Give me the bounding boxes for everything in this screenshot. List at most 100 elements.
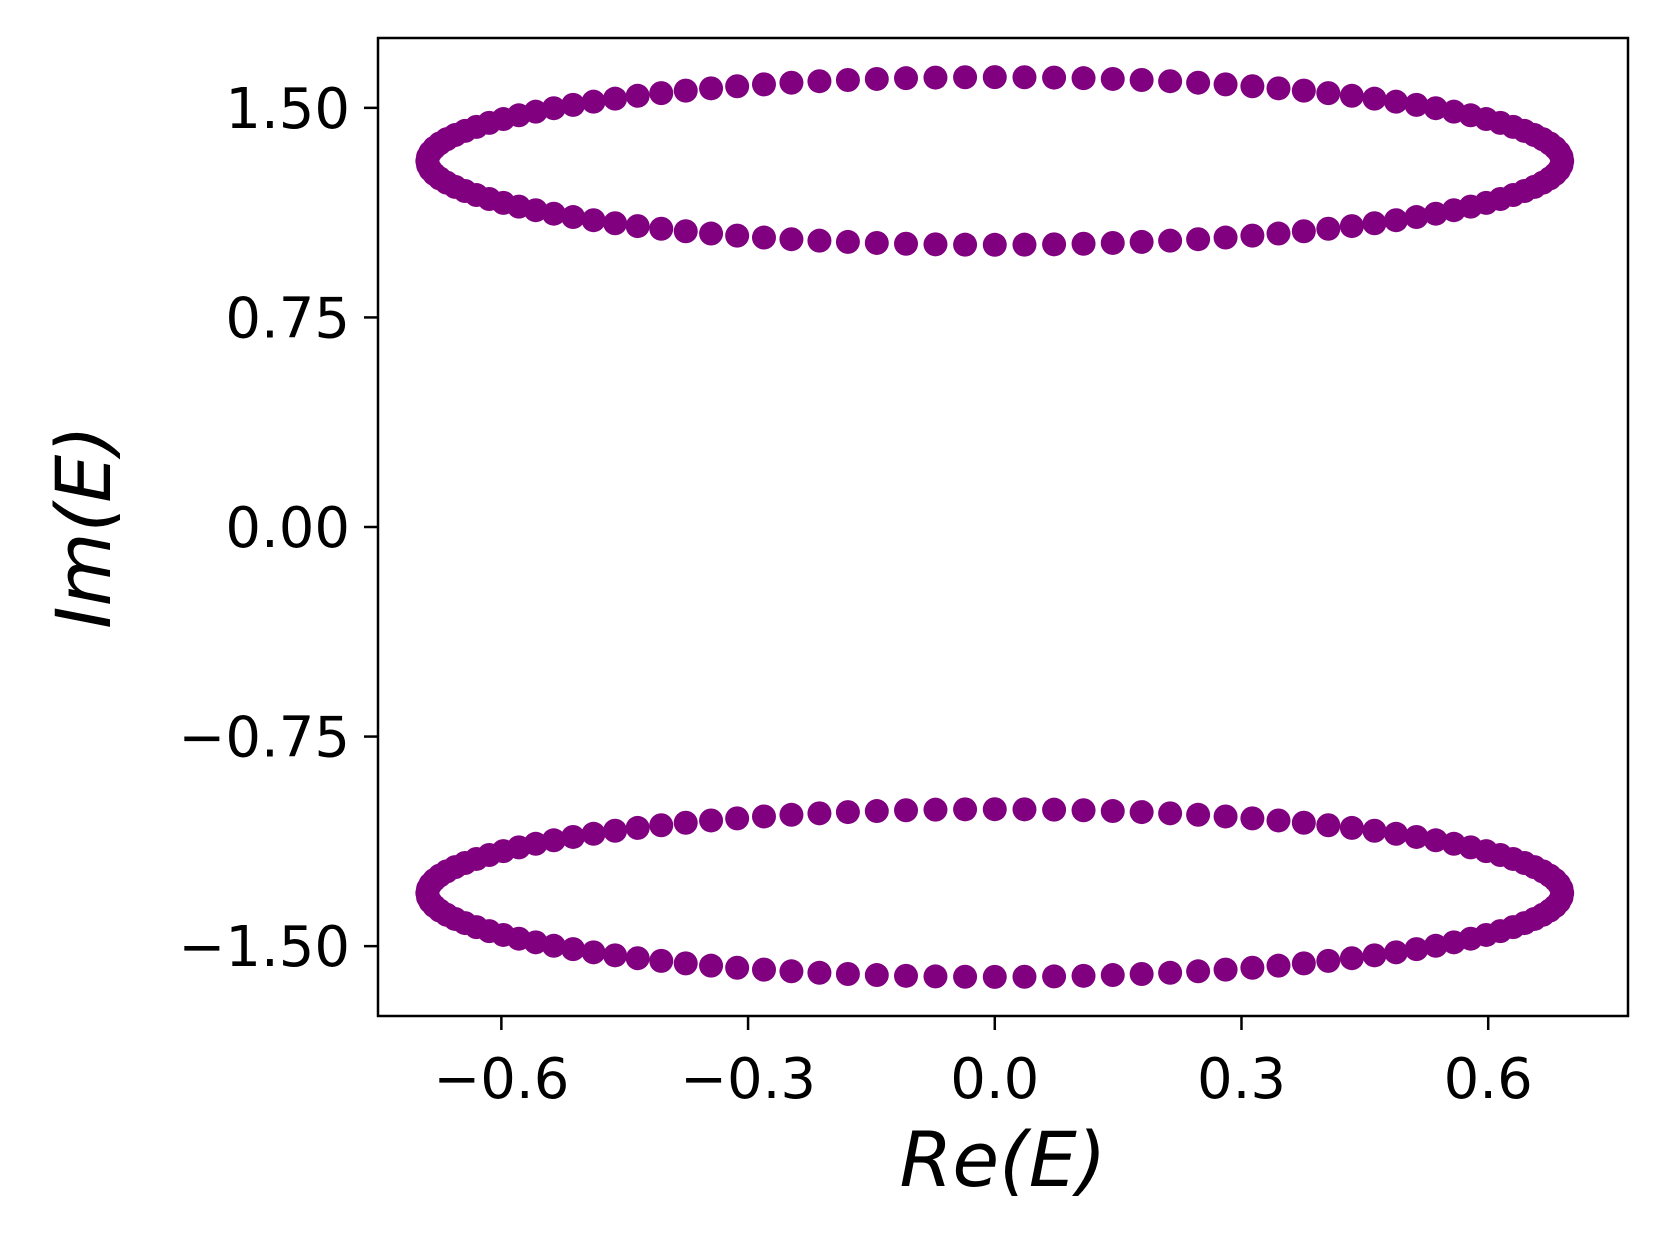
data-point bbox=[581, 208, 606, 233]
data-point bbox=[894, 798, 919, 823]
data-point bbox=[1071, 963, 1096, 988]
data-point bbox=[807, 228, 832, 253]
data-point bbox=[673, 951, 698, 976]
data-point bbox=[649, 948, 674, 973]
data-point bbox=[1240, 223, 1265, 248]
data-point bbox=[864, 963, 889, 988]
x-tick-label: 0.3 bbox=[1197, 1047, 1286, 1112]
data-point bbox=[1339, 815, 1364, 840]
data-point bbox=[523, 930, 548, 955]
data-point bbox=[699, 953, 724, 978]
data-point bbox=[649, 813, 674, 838]
data-point bbox=[1266, 76, 1291, 101]
x-tick-label: −0.6 bbox=[433, 1047, 569, 1112]
y-tick-label: −1.50 bbox=[178, 915, 350, 980]
data-points-layer bbox=[415, 65, 1575, 989]
data-point bbox=[982, 65, 1007, 90]
data-point bbox=[1291, 78, 1316, 103]
data-point bbox=[982, 964, 1007, 989]
data-point bbox=[1339, 214, 1364, 239]
x-tick-label: −0.3 bbox=[680, 1047, 816, 1112]
data-point bbox=[1266, 221, 1291, 246]
data-point bbox=[1316, 813, 1341, 838]
data-point bbox=[673, 78, 698, 103]
data-point bbox=[1404, 205, 1429, 230]
data-point bbox=[1186, 959, 1211, 984]
data-point bbox=[1012, 964, 1037, 989]
data-point bbox=[1158, 960, 1183, 985]
data-point bbox=[523, 198, 548, 223]
data-point bbox=[1362, 211, 1387, 236]
data-point bbox=[1441, 831, 1466, 856]
data-point bbox=[1100, 230, 1125, 255]
data-point bbox=[581, 940, 606, 965]
data-point bbox=[1158, 801, 1183, 826]
data-point bbox=[1423, 201, 1448, 226]
x-tick-label: 0.0 bbox=[950, 1047, 1039, 1112]
data-point bbox=[1100, 799, 1125, 824]
data-point bbox=[1240, 806, 1265, 831]
data-point bbox=[625, 815, 650, 840]
data-point bbox=[561, 824, 586, 849]
data-point bbox=[1316, 948, 1341, 973]
data-point bbox=[1384, 940, 1409, 965]
data-point bbox=[864, 799, 889, 824]
data-point bbox=[1129, 67, 1154, 92]
data-point bbox=[807, 69, 832, 94]
data-point bbox=[953, 964, 978, 989]
data-point bbox=[751, 72, 776, 97]
data-point bbox=[835, 962, 860, 987]
x-tick-label: 0.6 bbox=[1444, 1047, 1533, 1112]
y-axis-ticks: 1.50 0.75 0.00 −0.75 −1.50 bbox=[178, 77, 378, 980]
data-point bbox=[581, 89, 606, 114]
data-point bbox=[835, 67, 860, 92]
data-point bbox=[1316, 81, 1341, 106]
data-point bbox=[699, 221, 724, 246]
data-point bbox=[807, 960, 832, 985]
data-point bbox=[807, 801, 832, 826]
data-point bbox=[835, 800, 860, 825]
data-point bbox=[625, 214, 650, 239]
data-point bbox=[1186, 70, 1211, 95]
data-point bbox=[894, 963, 919, 988]
data-point bbox=[751, 225, 776, 250]
data-point bbox=[1404, 937, 1429, 962]
data-point bbox=[1291, 219, 1316, 244]
data-point bbox=[1071, 231, 1096, 256]
data-point bbox=[1158, 228, 1183, 253]
data-point bbox=[1213, 225, 1238, 250]
data-point bbox=[1362, 943, 1387, 968]
data-point bbox=[1316, 216, 1341, 241]
data-point bbox=[835, 229, 860, 254]
x-axis-label: Re(E) bbox=[900, 1115, 1107, 1204]
data-point bbox=[1339, 83, 1364, 108]
data-point bbox=[541, 828, 566, 853]
data-point bbox=[699, 76, 724, 101]
data-point bbox=[1213, 804, 1238, 829]
data-point bbox=[1186, 802, 1211, 827]
data-point bbox=[1240, 74, 1265, 99]
data-point bbox=[673, 810, 698, 835]
data-point bbox=[1100, 66, 1125, 91]
data-point bbox=[894, 231, 919, 256]
data-point bbox=[751, 957, 776, 982]
data-point bbox=[1042, 65, 1067, 90]
data-point bbox=[864, 230, 889, 255]
data-point bbox=[1129, 229, 1154, 254]
y-tick-label: −0.75 bbox=[178, 706, 350, 771]
y-tick-label: 0.00 bbox=[225, 496, 350, 561]
data-point bbox=[1441, 99, 1466, 124]
data-point bbox=[625, 83, 650, 108]
data-point bbox=[923, 65, 948, 90]
data-point bbox=[779, 802, 804, 827]
data-point bbox=[1404, 92, 1429, 117]
data-point bbox=[982, 797, 1007, 822]
data-point bbox=[864, 66, 889, 91]
y-axis-label: Im(E) bbox=[39, 425, 128, 629]
data-point bbox=[1423, 828, 1448, 853]
data-point bbox=[561, 205, 586, 230]
data-point bbox=[1362, 86, 1387, 111]
data-point bbox=[1266, 808, 1291, 833]
data-point bbox=[603, 86, 628, 111]
